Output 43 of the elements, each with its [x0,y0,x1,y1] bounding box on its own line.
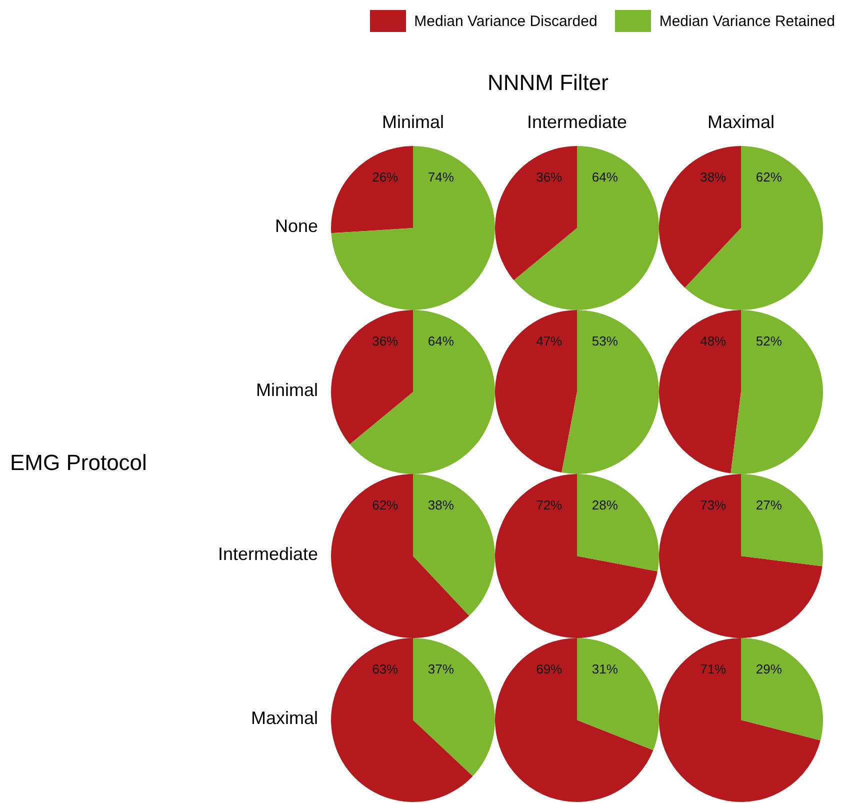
data-label: 38% [428,498,454,513]
data-label: 64% [592,170,618,185]
data-label: 72% [536,498,563,513]
data-label: 27% [756,498,782,513]
text: Minimal [254,380,318,401]
text: Minimal [380,112,445,133]
data-label: 64% [428,334,454,349]
legend-label: Median Variance Retained [659,12,835,30]
data-label: 62% [372,498,399,513]
data-label: 36% [536,170,563,185]
data-label: 69% [536,662,563,677]
data-label: 36% [372,334,399,349]
data-label: 28% [592,498,618,513]
data-label: 73% [700,498,727,513]
data-label: 47% [536,334,563,349]
data-label: 63% [372,662,399,677]
text: NNNM Filter [486,70,610,96]
pie-slice [741,638,823,740]
pie-slice [659,146,741,288]
data-label: 52% [756,334,782,349]
text: Maximal [250,708,318,729]
pie-slice [331,146,413,234]
chart-title: Maximal [706,112,776,133]
data-label: 74% [428,170,454,185]
data-label: 38% [700,170,727,185]
text: EMG Protocol [10,450,147,476]
data-label: 37% [428,662,454,677]
pie-slice [495,146,577,280]
legend-label: Median Variance Discarded [414,12,598,30]
data-label: 31% [592,662,618,677]
chart-title: Intermediate [526,112,628,133]
data-label: 62% [756,170,782,185]
text: None [274,216,318,237]
pie-slice [331,310,413,444]
text: Intermediate [216,544,318,565]
data-label: 48% [700,334,727,349]
pie-slice [495,310,577,473]
data-label: 53% [592,334,618,349]
data-label: 29% [756,662,782,677]
pie-slice [577,638,659,750]
data-label: 26% [372,170,399,185]
pie-slice [413,638,495,776]
data-label: 71% [700,662,727,677]
